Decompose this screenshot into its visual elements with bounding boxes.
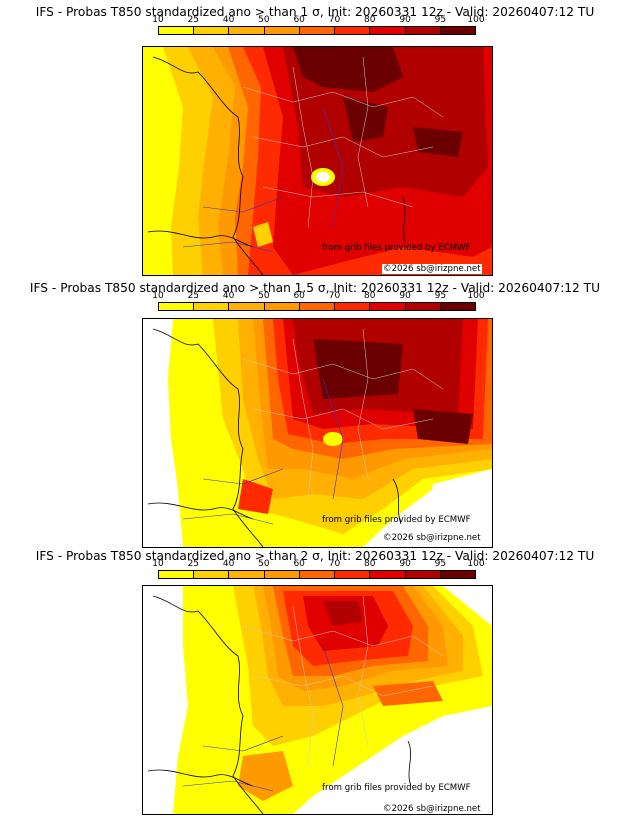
colorbar-labels: 10 25 40 50 60 70 80 90 95 100 [152,15,484,26]
copyright-text: ©2026 sb@irizpne.net [382,804,482,814]
colorbar-segment [440,571,475,578]
colorbar-segment [335,571,371,578]
panel-title: IFS - Probas T850 standardized ano > tha… [35,549,595,563]
colorbar-segment [370,571,406,578]
colorbar-segment [194,303,230,310]
colorbar-tick: 90 [399,559,411,569]
colorbar-tick: 70 [328,291,341,301]
colorbar-tick: 50 [258,15,270,25]
map-graphic [143,319,492,547]
probability-map [142,46,493,276]
colorbar-segment [264,303,300,310]
colorbar-tick: 70 [328,559,341,569]
colorbar-segment [194,27,230,34]
colorbar-segment [299,27,336,34]
colorbar-tick: 90 [399,15,411,25]
colorbar-segment [440,27,475,34]
colorbar-segment [370,303,406,310]
colorbar-tick: 25 [187,291,200,301]
panel-title: IFS - Probas T850 standardized ano > tha… [35,5,595,19]
colorbar-segment [405,571,441,578]
colorbar-segment [335,303,371,310]
colorbar-tick: 10 [152,291,164,301]
colorbar-segment [264,571,300,578]
colorbar-tick: 40 [222,559,235,569]
probability-map [142,318,493,548]
colorbar-segment [229,27,265,34]
map-graphic [143,47,492,275]
colorbar-segment [159,571,195,578]
copyright-text: ©2026 sb@irizpne.net [382,264,482,274]
colorbar-segment [335,27,371,34]
credit-text: from grib files provided by ECMWF [322,243,471,253]
colorbar-segment [299,571,336,578]
probability-map [142,585,493,815]
colorbar-tick: 90 [399,291,411,301]
colorbar-segment [159,303,195,310]
colorbar-tick: 95 [434,291,447,301]
panel-sigma-2: IFS - Probas T850 standardized ano > tha… [0,543,630,828]
colorbar-tick: 70 [328,15,341,25]
colorbar-segment [264,27,300,34]
map-graphic [143,586,492,814]
colorbar-tick: 60 [293,15,305,25]
colorbar-labels: 10 25 40 50 60 70 80 90 95 100 [152,291,484,302]
colorbar-segment [440,303,475,310]
panel-sigma-1: IFS - Probas T850 standardized ano > tha… [0,0,630,276]
colorbar-segment [229,571,265,578]
credit-text: from grib files provided by ECMWF [322,783,471,793]
colorbar-labels: 10 25 40 50 60 70 80 90 95 100 [152,559,484,570]
colorbar-tick: 95 [434,15,447,25]
colorbar-tick: 80 [364,15,376,25]
colorbar-tick: 40 [222,15,235,25]
colorbar-tick: 10 [152,15,164,25]
colorbar-tick: 100 [467,291,485,301]
colorbar-tick: 50 [258,291,270,301]
colorbar-segment [229,303,265,310]
colorbar-segment [194,571,230,578]
colorbar-tick: 25 [187,559,200,569]
colorbar-tick: 95 [434,559,447,569]
colorbar-segment [405,27,441,34]
panel-sigma-1-5: IFS - Probas T850 standardized ano > tha… [0,272,630,548]
colorbar-tick: 60 [293,559,305,569]
colorbar-segment [370,27,406,34]
colorbar-tick: 100 [467,15,485,25]
colorbar [158,570,476,579]
colorbar [158,26,476,35]
colorbar-tick: 25 [187,15,200,25]
colorbar-tick: 80 [364,291,376,301]
colorbar-tick: 40 [222,291,235,301]
colorbar-segment [299,303,336,310]
colorbar-tick: 80 [364,559,376,569]
colorbar-segment [405,303,441,310]
colorbar-tick: 60 [293,291,305,301]
copyright-text: ©2026 sb@irizpne.net [382,533,482,543]
colorbar-tick: 100 [467,559,485,569]
colorbar-segment [159,27,195,34]
panel-title: IFS - Probas T850 standardized ano > tha… [29,281,601,295]
colorbar-tick: 10 [152,559,164,569]
colorbar [158,302,476,311]
colorbar-tick: 50 [258,559,270,569]
credit-text: from grib files provided by ECMWF [322,515,471,525]
